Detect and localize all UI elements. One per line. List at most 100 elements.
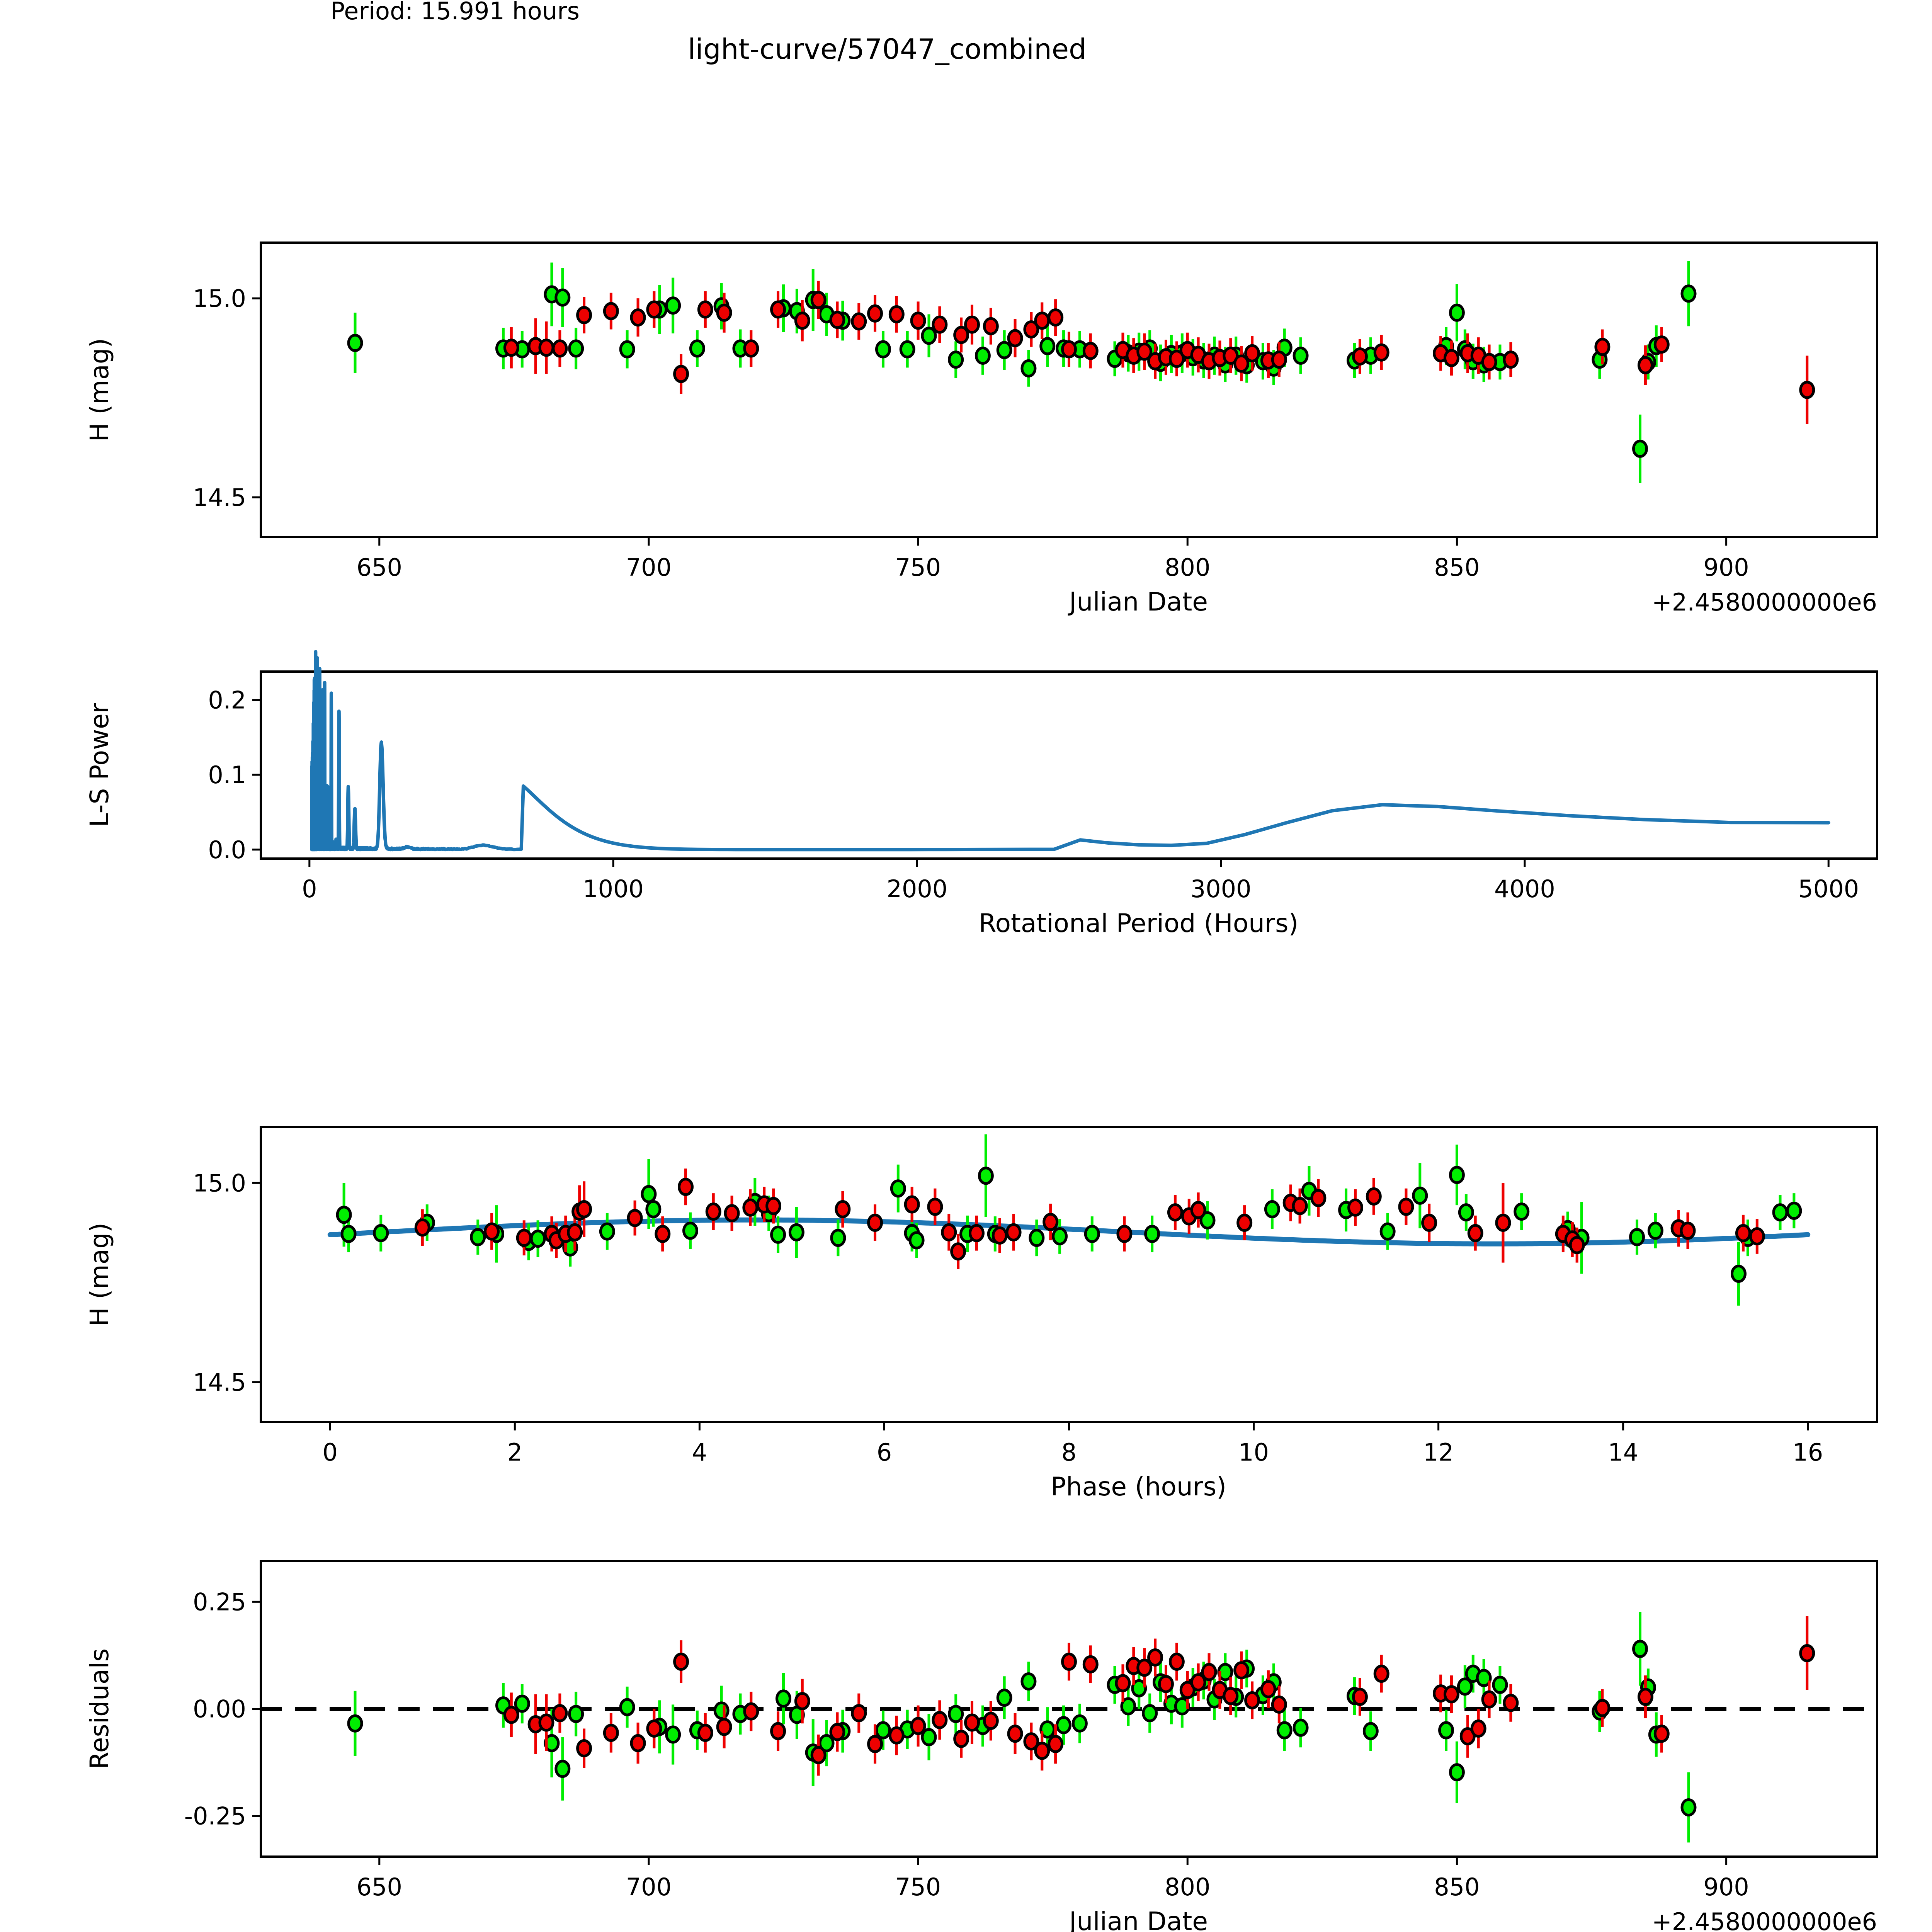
- light-curve-xtick-label: 700: [626, 553, 672, 582]
- data-point: [1569, 1236, 1585, 1254]
- light-curve-xtick-label: 650: [357, 553, 402, 582]
- periodogram-ytick-label: 0.2: [208, 686, 246, 714]
- data-point: [538, 1713, 554, 1732]
- phase-folded-ytick-label: 14.5: [193, 1368, 246, 1396]
- residuals-xtick-label: 750: [895, 1873, 941, 1901]
- data-point: [904, 1195, 920, 1214]
- data-point: [414, 1218, 430, 1237]
- data-point: [1136, 342, 1153, 361]
- data-point: [1223, 1687, 1239, 1705]
- data-point: [503, 1706, 519, 1724]
- data-point: [1749, 1227, 1765, 1246]
- data-point: [347, 1714, 363, 1733]
- data-point: [484, 1222, 500, 1241]
- data-point: [1276, 1721, 1293, 1740]
- data-point: [470, 1228, 486, 1247]
- data-point: [1190, 1201, 1206, 1219]
- data-point: [1233, 1661, 1250, 1680]
- data-point: [1260, 1680, 1276, 1698]
- data-point: [1293, 1718, 1309, 1737]
- residuals-xaxis-label: Julian Date: [1068, 1906, 1208, 1932]
- data-point: [1438, 1721, 1454, 1740]
- data-point: [554, 1760, 571, 1778]
- phase-folded-yaxis-label: H (mag): [85, 1223, 114, 1327]
- data-point: [1653, 1725, 1670, 1743]
- data-point: [576, 306, 592, 324]
- data-point: [1443, 1685, 1459, 1704]
- data-point: [716, 303, 732, 322]
- data-point: [1056, 1716, 1072, 1735]
- data-point: [646, 300, 662, 319]
- data-point: [1115, 1674, 1131, 1692]
- data-point: [1167, 1203, 1183, 1222]
- data-point: [1629, 1228, 1645, 1247]
- data-point: [1142, 1704, 1158, 1723]
- data-point: [1190, 1673, 1206, 1692]
- data-point: [983, 1712, 999, 1730]
- periodogram-xaxis-label: Rotational Period (Hours): [979, 908, 1298, 938]
- periodogram-ytick-label: 0.0: [208, 836, 246, 864]
- light-curve-frame: [260, 242, 1878, 538]
- phase-folded-xtick-label: 14: [1608, 1438, 1638, 1466]
- data-point: [1412, 1186, 1428, 1205]
- data-point: [1034, 311, 1050, 330]
- data-point: [968, 1224, 985, 1242]
- panel-phase-folded: 0 2 4 6 8 10 12 14 16 15.0 14.5 Phase (hours) H (mag…: [85, 1126, 1878, 1502]
- panel-light-curve: 650 700 750 800 850 900 15.0 14.5 Julian Date H (…: [85, 242, 1878, 617]
- data-point: [1503, 1694, 1519, 1712]
- data-point: [576, 1739, 592, 1757]
- light-curve-ytick-label: 15.0: [193, 284, 246, 313]
- data-point: [1007, 329, 1023, 347]
- data-point: [1514, 1202, 1530, 1221]
- residuals-ytick-label: 0.25: [193, 1588, 246, 1616]
- light-curve-xtick-label: 900: [1703, 553, 1749, 582]
- data-point: [867, 1735, 883, 1753]
- data-point: [1594, 1699, 1611, 1717]
- phase-folded-xtick-label: 10: [1238, 1438, 1269, 1466]
- data-point: [1023, 1732, 1039, 1751]
- sinusoid-fit-line: [327, 1217, 1811, 1247]
- data-point: [743, 339, 759, 358]
- data-point: [1244, 344, 1260, 362]
- data-point: [1398, 1197, 1414, 1216]
- data-point: [1637, 356, 1653, 374]
- data-point: [1020, 359, 1037, 378]
- data-point: [1147, 1648, 1163, 1667]
- data-point: [697, 1724, 713, 1742]
- data-point: [908, 1231, 925, 1250]
- data-point: [1653, 335, 1670, 354]
- residuals-xtick-label: 650: [357, 1873, 402, 1901]
- periodogram-xtick-label: 1000: [583, 875, 644, 903]
- light-curve-xtick-label: 800: [1165, 553, 1210, 582]
- data-point: [1786, 1202, 1802, 1220]
- data-point: [1379, 1222, 1396, 1241]
- data-point: [1680, 1221, 1696, 1240]
- data-point: [1449, 303, 1465, 322]
- data-point: [1366, 1187, 1382, 1206]
- data-point: [373, 1224, 389, 1242]
- data-point: [1362, 1722, 1379, 1740]
- data-point: [603, 1724, 619, 1742]
- data-point: [1352, 1687, 1368, 1706]
- data-point: [1481, 1690, 1497, 1709]
- phase-folded-xtick-label: 16: [1793, 1438, 1823, 1466]
- data-point: [554, 288, 571, 307]
- data-point: [619, 1698, 635, 1716]
- data-point: [1347, 1198, 1363, 1217]
- data-point: [932, 315, 948, 334]
- data-point: [1116, 1225, 1133, 1243]
- data-point: [829, 1723, 845, 1741]
- phase-folded-xtick-label: 8: [1061, 1438, 1077, 1466]
- data-point: [941, 1223, 957, 1242]
- data-point: [673, 1653, 689, 1671]
- data-point: [1223, 346, 1239, 365]
- phase-folded-frame: [260, 1126, 1878, 1423]
- data-point: [835, 1200, 851, 1218]
- data-point: [646, 1719, 662, 1738]
- data-point: [996, 341, 1012, 359]
- data-point: [716, 1718, 732, 1736]
- phase-folded-ytick-label: 15.0: [193, 1169, 246, 1197]
- data-point: [794, 1692, 810, 1711]
- data-point: [1061, 340, 1077, 359]
